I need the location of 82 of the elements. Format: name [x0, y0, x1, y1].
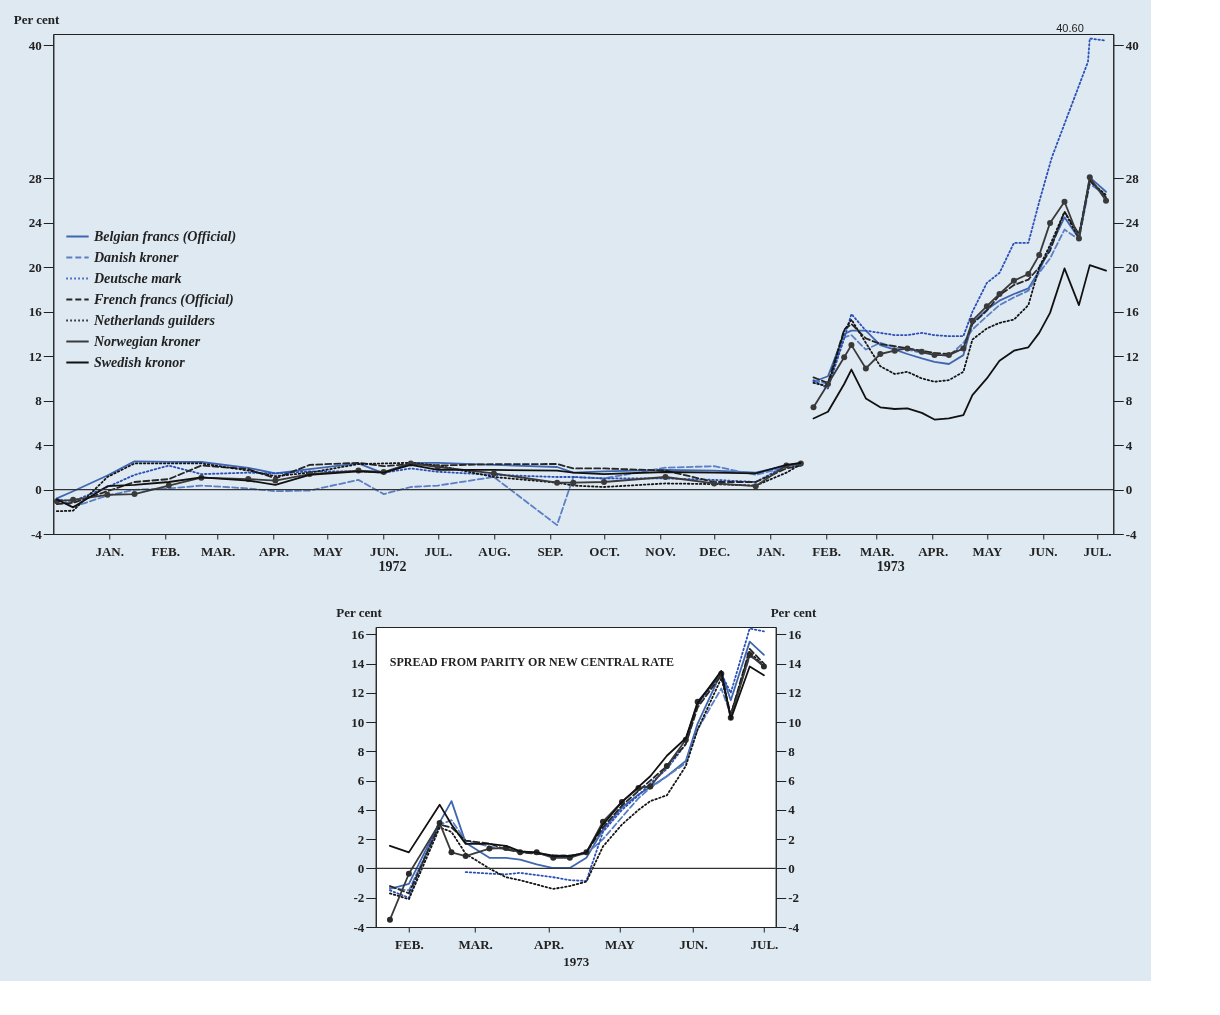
annotation: 40.60 — [1056, 22, 1084, 35]
legend-label: Belgian francs (Official) — [93, 228, 237, 245]
y2-tick-label: 4 — [788, 802, 796, 818]
x-tick-label: APR. — [259, 543, 290, 559]
y-tick-label: 16 — [28, 304, 43, 320]
x-tick-label: NOV. — [645, 543, 676, 559]
legend-label: Danish kroner — [93, 249, 179, 265]
y-tick-label: 0 — [35, 482, 42, 498]
x-tick-label: JAN. — [756, 543, 785, 559]
x-tick-label: MAY — [972, 543, 1003, 559]
y2-tick-label: 40 — [1125, 37, 1139, 53]
y-axis-title: Per cent — [336, 604, 383, 620]
y-tick-label: 4 — [357, 802, 365, 818]
x-tick-label: APR. — [918, 543, 949, 559]
x-tick-label: MAR. — [200, 543, 236, 559]
x-tick-label: DEC. — [699, 543, 731, 559]
y2-tick-label: 4 — [1125, 437, 1133, 453]
legend-label: Netherlands guilders — [93, 312, 216, 328]
x-tick-label: OCT. — [589, 543, 620, 559]
y2-tick-label: -4 — [788, 919, 800, 935]
x-tick-label: JUL. — [750, 936, 779, 952]
y2-tick-label: -2 — [788, 890, 800, 906]
x-tick-label: MAR. — [860, 543, 895, 559]
y2-tick-label: 6 — [788, 773, 796, 789]
legend-label: French francs (Official) — [93, 291, 234, 308]
y-tick-label: -4 — [353, 919, 365, 935]
x-tick-label: APR. — [534, 936, 565, 952]
y2-tick-label: 12 — [1125, 348, 1139, 364]
x-tick-label: JUL. — [424, 543, 453, 559]
y2-tick-label: 0 — [788, 860, 795, 876]
y2-tick-label: 8 — [788, 743, 796, 759]
y-tick-label: 10 — [351, 714, 365, 730]
y-tick-label: 24 — [28, 215, 43, 231]
x-tick-label: FEB. — [151, 543, 180, 559]
y2-tick-label: 16 — [788, 626, 802, 642]
y2-tick-label: -4 — [1125, 526, 1138, 542]
y2-tick-label: 0 — [1125, 482, 1133, 498]
y-tick-label: 8 — [357, 743, 365, 759]
y-tick-label: 0 — [357, 860, 365, 876]
x-tick-label: SEP. — [537, 543, 564, 559]
x-tick-label: JUN. — [679, 936, 708, 952]
y-tick-label: 12 — [28, 348, 42, 364]
y-axis-title: Per cent — [13, 11, 61, 27]
text: 1972 — [378, 559, 407, 574]
legend-label: Swedish kronor — [94, 354, 186, 370]
y2-tick-label: 24 — [1125, 215, 1140, 231]
y-tick-label: 20 — [28, 259, 42, 275]
legend-label: Norwegian kroner — [93, 333, 201, 349]
y-tick-label: 6 — [357, 773, 365, 789]
legend-label: Deutsche mark — [93, 270, 182, 286]
x-tick-label: JAN. — [95, 543, 124, 559]
y-tick-label: 40 — [28, 37, 42, 53]
y-tick-label: 16 — [351, 626, 365, 642]
y-tick-label: -2 — [353, 890, 365, 906]
y-tick-label: 12 — [351, 685, 365, 701]
x-tick-label: MAY — [605, 936, 636, 952]
x-tick-label: FEB. — [395, 936, 424, 952]
y-tick-label: 14 — [351, 656, 365, 672]
y-tick-label: -4 — [30, 526, 43, 542]
y2-tick-label: 10 — [788, 714, 802, 730]
x-tick-label: MAR. — [458, 936, 493, 952]
y2-tick-label: 16 — [1125, 304, 1140, 320]
x-tick-label: AUG. — [478, 543, 511, 559]
y-tick-label: 28 — [28, 170, 43, 186]
x-tick-label: FEB. — [812, 543, 841, 559]
y2-tick-label: 2 — [788, 831, 795, 847]
y2-tick-label: 12 — [788, 685, 802, 701]
x-tick-label: MAY — [313, 543, 344, 559]
y2-tick-label: 8 — [1125, 393, 1133, 409]
x-tick-label: JUN. — [1029, 543, 1058, 559]
y2-tick-label: 14 — [788, 656, 802, 672]
y-tick-label: 2 — [357, 831, 365, 847]
x-tick-label: JUN. — [369, 543, 399, 559]
y-tick-label: 4 — [35, 437, 43, 453]
y2-tick-label: 20 — [1125, 259, 1139, 275]
x-tick-label: JUL. — [1083, 543, 1112, 559]
y2-axis-title: Per cent — [770, 604, 817, 620]
text: 1973 — [876, 559, 905, 574]
text: SPREAD FROM PARITY OR NEW CENTRAL RATE — [389, 655, 674, 669]
x-axis-title: 1973 — [563, 953, 590, 969]
y2-tick-label: 28 — [1125, 170, 1140, 186]
y-tick-label: 8 — [35, 393, 43, 409]
